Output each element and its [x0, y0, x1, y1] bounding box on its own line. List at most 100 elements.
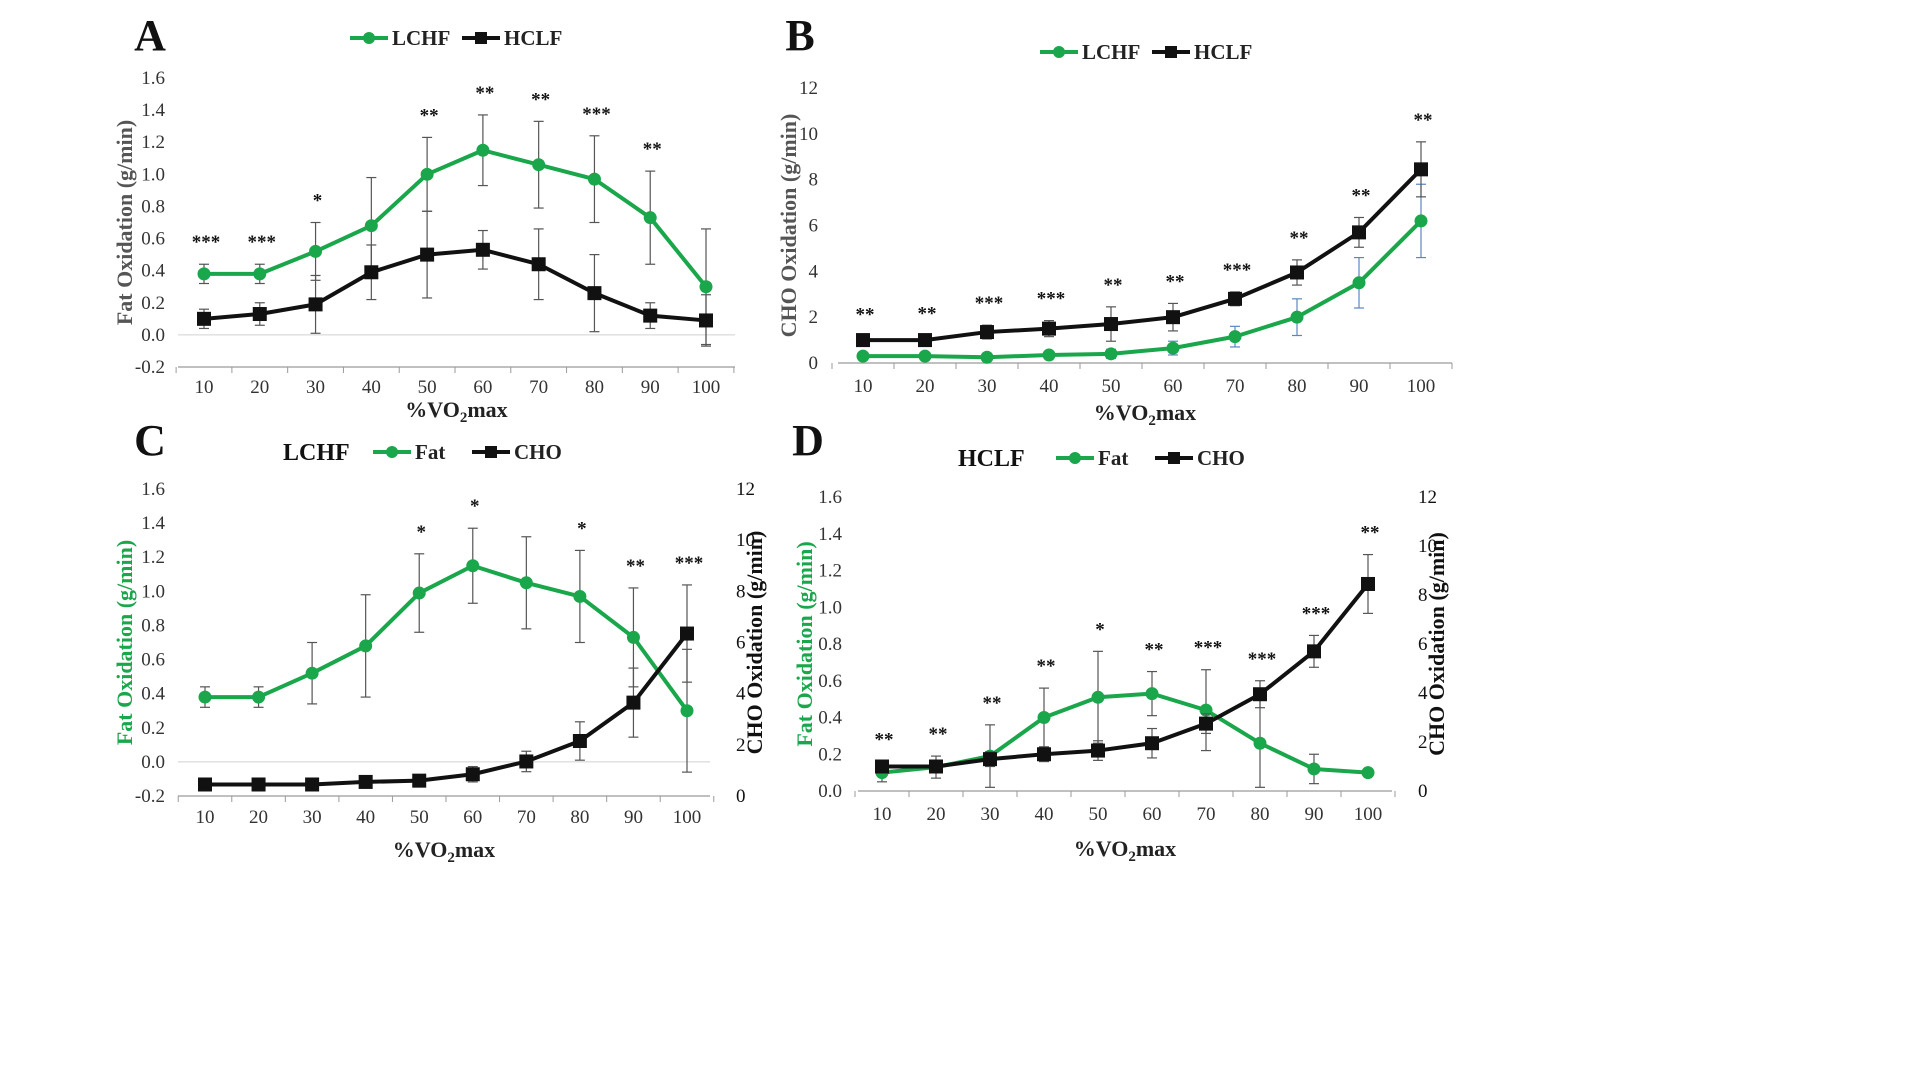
data-point — [875, 759, 889, 774]
legend-marker — [475, 32, 487, 44]
data-point — [626, 630, 640, 644]
x-tick-label: 80 — [1251, 804, 1270, 825]
x-tick-label: 30 — [981, 804, 1000, 825]
y-tick-label: 2 — [809, 307, 819, 328]
series-fat — [198, 527, 694, 773]
data-point — [197, 267, 211, 281]
data-point — [1414, 162, 1428, 177]
data-point — [1361, 766, 1375, 780]
y2-tick-label: 8 — [1418, 585, 1428, 606]
data-point — [1228, 330, 1242, 344]
y-tick-label: 1.2 — [141, 547, 165, 568]
x-tick-label: 80 — [570, 807, 589, 828]
series-cho — [198, 584, 694, 792]
x-tick-label: 20 — [916, 376, 935, 397]
significance-marker: ** — [929, 724, 948, 745]
panel-letter: D — [792, 416, 824, 465]
significance-marker: * — [470, 496, 480, 517]
data-point — [1037, 747, 1051, 762]
x-tick-label: 40 — [1040, 376, 1059, 397]
y-tick-label: 0.4 — [141, 684, 165, 705]
series-hclf — [856, 141, 1428, 348]
y-tick-label: 0.8 — [818, 634, 842, 655]
data-point — [309, 244, 323, 258]
data-point — [680, 626, 694, 641]
data-point — [643, 211, 657, 225]
data-point — [918, 349, 932, 363]
x-tick-label: 10 — [195, 377, 214, 398]
y2-tick-label: 10 — [1418, 536, 1437, 557]
significance-marker: * — [577, 518, 587, 539]
x-axis-title: %VO2max — [1094, 400, 1196, 429]
x-tick-label: 60 — [473, 377, 492, 398]
data-point — [918, 333, 932, 348]
significance-marker: ** — [875, 730, 894, 751]
significance-marker: *** — [248, 232, 277, 253]
y-tick-label: 0.6 — [141, 229, 165, 250]
data-point — [1307, 644, 1321, 659]
data-point — [1042, 321, 1056, 336]
data-point — [587, 286, 602, 301]
significance-marker: *** — [675, 553, 704, 574]
x-tick-label: 90 — [1305, 804, 1324, 825]
panel-letter: B — [785, 11, 814, 60]
data-point — [198, 777, 212, 792]
y2-tick-label: 0 — [1418, 781, 1428, 802]
panel-a: A 10 20 30 40 50 60 70 80 90 100 -0.2 0.0 0.2 0.4 0.6 0.… — [112, 11, 735, 426]
legend-marker — [1168, 452, 1180, 464]
data-point — [364, 219, 378, 233]
significance-marker: * — [313, 191, 323, 212]
y-tick-label: 0.8 — [141, 196, 165, 217]
data-point — [359, 639, 373, 653]
x-tick-label: 20 — [250, 377, 269, 398]
y-tick-label: 1.6 — [141, 68, 165, 89]
y-tick-label: 1.0 — [141, 581, 165, 602]
y-tick-label: 0.8 — [141, 615, 165, 636]
data-point — [532, 158, 546, 172]
x-tick-label: 60 — [1143, 804, 1162, 825]
x-tick-label: 90 — [624, 807, 643, 828]
legend-marker — [363, 32, 375, 44]
significance-marker: ** — [1352, 185, 1371, 206]
x-tick-label: 20 — [249, 807, 268, 828]
x-tick-label: 10 — [854, 376, 873, 397]
y-tick-label: 0.4 — [141, 261, 165, 282]
significance-marker: *** — [1037, 289, 1066, 310]
significance-marker: *** — [1248, 649, 1277, 670]
data-point — [1352, 276, 1366, 290]
series-line — [203, 247, 707, 323]
significance-marker: ** — [1037, 656, 1056, 677]
y2-tick-label: 10 — [736, 530, 755, 551]
x-tick-label: 100 — [1354, 804, 1383, 825]
data-point — [1253, 736, 1267, 750]
data-point — [1290, 265, 1304, 280]
data-point — [1091, 690, 1105, 704]
data-point — [699, 280, 713, 294]
data-point — [929, 759, 943, 774]
panel-letter: A — [134, 11, 166, 60]
series-line — [882, 582, 1370, 769]
y-tick-label: 0.2 — [141, 293, 165, 314]
x-tick-label: 70 — [517, 807, 536, 828]
data-point — [573, 589, 587, 603]
legend-marker — [1165, 46, 1177, 58]
data-point — [1199, 716, 1213, 731]
data-point — [412, 773, 427, 788]
series-lchf — [856, 183, 1428, 364]
data-point — [308, 297, 323, 312]
x-tick-label: 20 — [927, 804, 946, 825]
y-axis-title: Fat Oxidation (g/min) — [112, 120, 137, 325]
x-tick-label: 40 — [362, 377, 381, 398]
data-point — [253, 267, 267, 281]
significance-marker: ** — [626, 556, 645, 577]
y2-tick-label: 6 — [736, 633, 746, 654]
x-tick-label: 90 — [1350, 376, 1369, 397]
y-tick-label: 0.0 — [818, 781, 842, 802]
data-point — [1145, 687, 1159, 701]
data-point — [856, 349, 870, 363]
data-point — [1042, 348, 1056, 362]
y-tick-label: 0.0 — [141, 325, 165, 346]
y2-axis-title: CHO Oxidation (g/min) — [1424, 532, 1449, 756]
panel-c: C10 20 30 40 50 60 70 80 90 100-0.20.00.20.40.60.… — [112, 416, 767, 866]
legend-title: LCHF — [283, 440, 350, 466]
